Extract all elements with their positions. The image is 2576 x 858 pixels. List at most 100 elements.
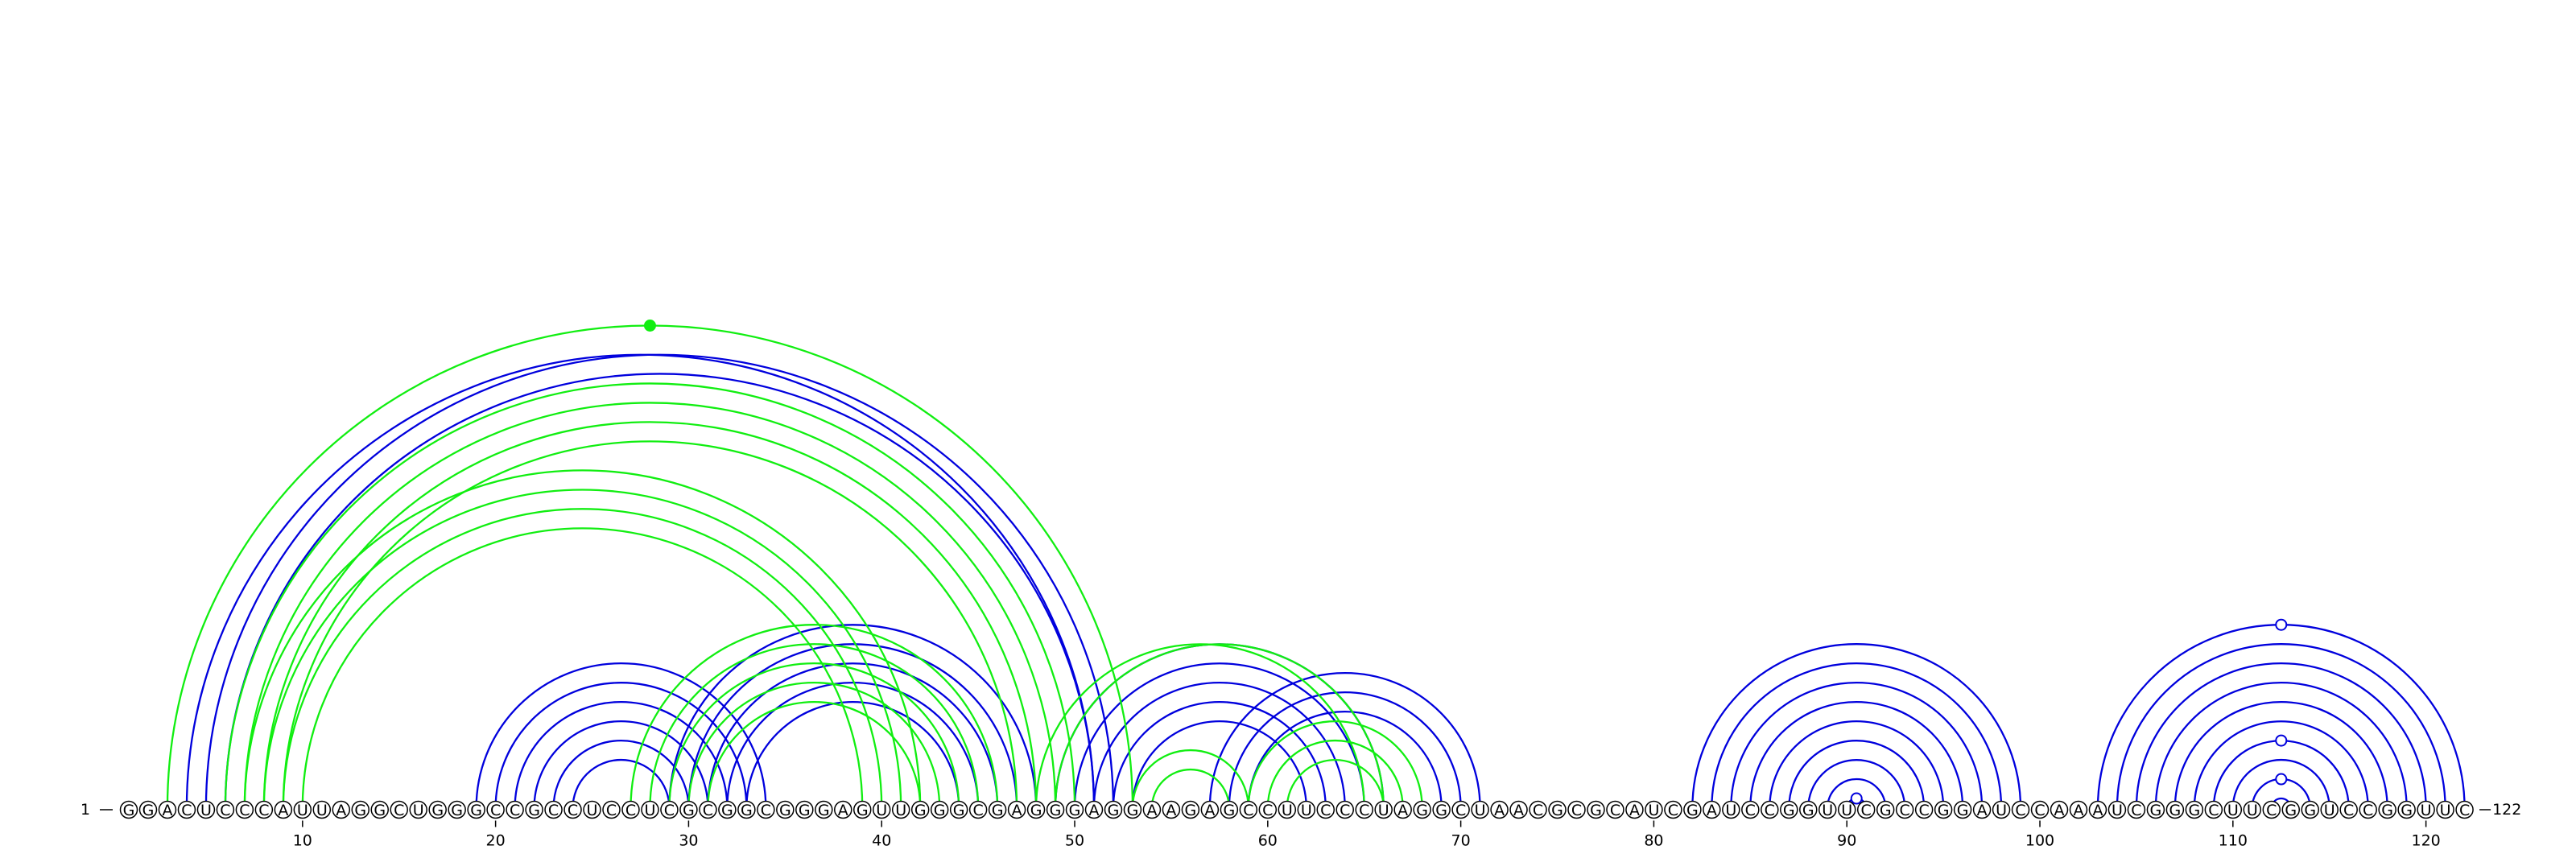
- arc-apex-marker: [2275, 618, 2288, 631]
- nucleotide-letter: C: [761, 802, 771, 819]
- nucleotide-letter: G: [528, 802, 540, 819]
- nucleotide-letter: G: [1957, 802, 1969, 819]
- nucleotide: A: [834, 800, 852, 819]
- nucleotide-circle: [815, 800, 833, 819]
- nucleotide-letter: U: [413, 802, 424, 819]
- nucleotide-circle: [1026, 800, 1046, 819]
- position-tick-label: 70: [1451, 832, 1471, 850]
- nucleotide: G: [1587, 800, 1605, 819]
- nucleotide: G: [988, 800, 1007, 819]
- nucleotide: G: [2378, 800, 2396, 819]
- nucleotide: C: [1529, 800, 1547, 819]
- nucleotide-letter: U: [895, 802, 906, 819]
- nucleotide-circle: [1972, 800, 1992, 819]
- blue-base-pair-arc: [1807, 758, 1906, 809]
- nucleotide-circle: [1934, 800, 1953, 819]
- nucleotide-letter: A: [1166, 802, 1176, 819]
- position-tick-label: 30: [679, 832, 698, 850]
- nucleotide-circle: [1799, 800, 1818, 819]
- nucleotide-letter: A: [1397, 802, 1408, 819]
- nucleotide-circle: [621, 800, 640, 819]
- nucleotide: U: [1471, 800, 1489, 819]
- nucleotide-letter: G: [2188, 802, 2200, 819]
- nucleotide-circle: [1297, 800, 1316, 819]
- nucleotide-circle: [448, 800, 466, 819]
- green-base-pair-arc: [1150, 768, 1231, 809]
- nucleotide-letter: U: [644, 802, 655, 819]
- nucleotide-circle: [2455, 800, 2474, 819]
- nucleotide-circle: [891, 800, 910, 819]
- nucleotide-letter: G: [1551, 802, 1563, 819]
- nucleotide-letter: G: [992, 802, 1004, 819]
- nucleotide: A: [1200, 800, 1220, 819]
- nucleotide: U: [1278, 800, 1297, 819]
- nucleotide: G: [1876, 800, 1895, 819]
- nucleotide-letter: C: [510, 802, 520, 819]
- nucleotide: U: [2417, 800, 2435, 819]
- nucleotide-circle: [2436, 800, 2454, 819]
- nucleotide: C: [1567, 800, 1586, 819]
- nucleotide-circle: [872, 800, 891, 819]
- nucleotide-circle: [1355, 800, 1373, 819]
- nucleotide: C: [660, 800, 679, 819]
- nucleotide: G: [370, 800, 389, 819]
- nucleotide-letter: G: [1185, 802, 1197, 819]
- nucleotide-circle: [2146, 800, 2165, 819]
- nucleotide: C: [1239, 800, 1258, 819]
- nucleotide-circle: [2127, 800, 2146, 819]
- nucleotide-circle: [216, 800, 235, 819]
- nucleotide: G: [119, 800, 138, 819]
- nucleotide-letter: U: [1282, 802, 1293, 819]
- nucleotide-circle: [1992, 800, 2011, 819]
- nucleotide-letter: U: [2421, 802, 2432, 819]
- nucleotide-letter: G: [2401, 802, 2413, 819]
- nucleotide-letter: U: [1301, 802, 1312, 819]
- nucleotide-circle: [312, 800, 332, 819]
- nucleotide-letter: A: [162, 802, 172, 819]
- nucleotide-letter: U: [587, 802, 598, 819]
- nucleotide: A: [1972, 800, 1992, 819]
- nucleotide-letter: A: [1089, 802, 1100, 819]
- nucleotide: G: [795, 800, 814, 819]
- nucleotide-circle: [1703, 800, 1721, 819]
- blue-base-pair-arc: [1827, 778, 1887, 809]
- position-tick-label: 60: [1258, 832, 1278, 850]
- nucleotide-letter: C: [548, 802, 559, 819]
- nucleotide-letter: G: [914, 802, 927, 819]
- nucleotide-circle: [544, 800, 563, 819]
- green-base-pair-arc: [243, 402, 1057, 809]
- nucleotide: C: [2339, 800, 2358, 819]
- nucleotide-circle: [718, 800, 737, 819]
- nucleotide-letter: U: [1841, 802, 1852, 819]
- nucleotide: G: [1953, 800, 1972, 819]
- nucleotide-letter: G: [431, 802, 444, 819]
- nucleotide-circle: [1046, 800, 1065, 819]
- blue-base-pair-arc: [745, 700, 960, 809]
- nucleotide-letter: G: [1435, 802, 1447, 819]
- nucleotide-letter: C: [1455, 802, 1466, 819]
- nucleotide-circle: [332, 800, 351, 819]
- nucleotide-letter: C: [1861, 802, 1872, 819]
- nucleotide-letter: U: [2440, 802, 2451, 819]
- nucleotide: G: [1065, 800, 1084, 819]
- nucleotide: C: [390, 800, 408, 819]
- blue-base-pair-arc: [552, 740, 690, 809]
- nucleotide-letter: C: [1610, 802, 1620, 819]
- nucleotide-letter: C: [1340, 802, 1350, 819]
- nucleotide: C: [1761, 800, 1779, 819]
- nucleotide-letter: A: [1977, 802, 1988, 819]
- nucleotide: A: [2069, 800, 2088, 819]
- nucleotide-letter: A: [2054, 802, 2065, 819]
- nucleotide-circle: [1471, 800, 1489, 819]
- green-base-pair-arc: [649, 643, 980, 809]
- nucleotide-letter: G: [1802, 802, 1814, 819]
- blue-base-pair-arc: [1092, 681, 1346, 809]
- nucleotide-letter: C: [1359, 802, 1369, 819]
- nucleotide-circle: [1239, 800, 1258, 819]
- nucleotide-letter: G: [857, 802, 869, 819]
- blue-base-pair-arc: [2193, 720, 2369, 809]
- nucleotide-letter: G: [1050, 802, 1062, 819]
- blue-base-pair-arc: [687, 643, 1018, 809]
- nucleotide-circle: [2378, 800, 2396, 819]
- nucleotide-circle: [138, 800, 158, 819]
